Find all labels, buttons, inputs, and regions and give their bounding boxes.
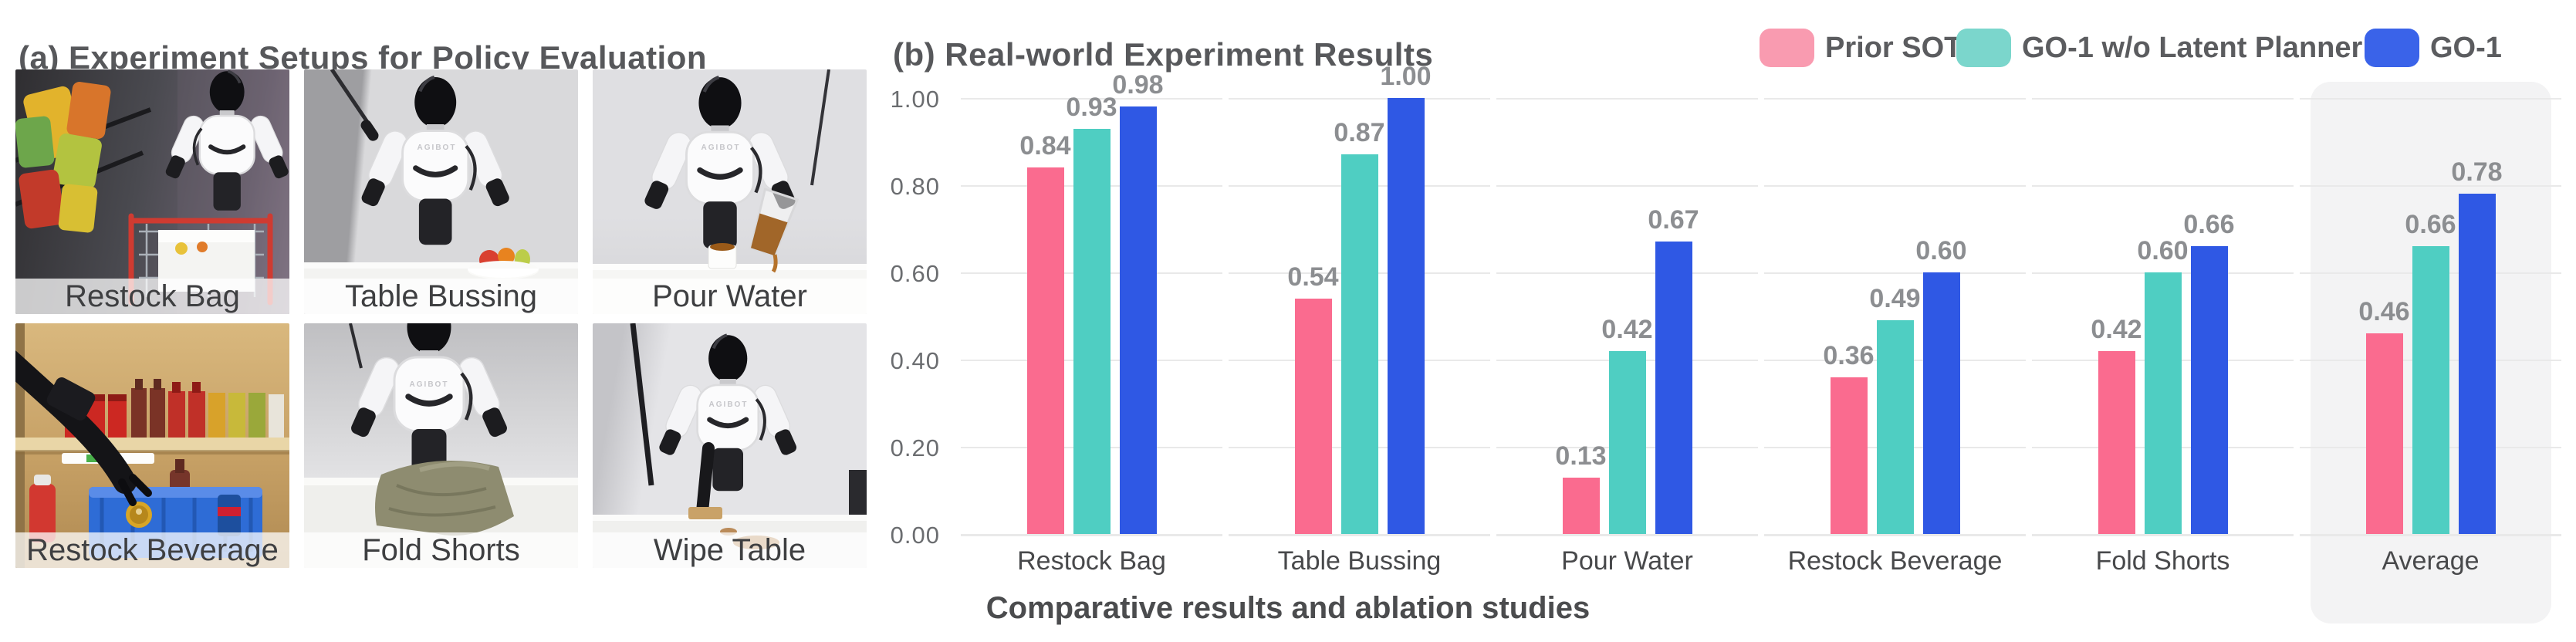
photo-wipe-table: AGIBOT Wipe Table <box>593 323 867 568</box>
legend-swatch-prior-sota <box>1760 29 1814 67</box>
category-label-pour-water: Pour Water <box>1561 546 1693 576</box>
photo-fold-shorts: AGIBOT Fold Shorts <box>304 323 578 568</box>
y-tick-1.00: 1.00 <box>890 86 940 113</box>
bar-value-restock-beverage-go-1-w-o-latent-planner: 0.49 <box>1869 284 1921 313</box>
photo-pour-water: AGIBOT Pour Water <box>593 69 867 314</box>
facet-average: 0.46 0.66 0.78 Average <box>2300 98 2561 576</box>
bar-value-restock-beverage-go-1: 0.60 <box>1915 236 1967 265</box>
bar-value-average-go-1: 0.78 <box>2451 157 2503 187</box>
bar-restock-beverage-prior-sota <box>1830 377 1868 534</box>
photo-label: Restock Beverage <box>15 532 289 568</box>
bar-value-table-bussing-go-1-w-o-latent-planner: 0.87 <box>1334 118 1385 147</box>
legend-swatch-go1 <box>2365 29 2419 67</box>
bar-value-pour-water-go-1-w-o-latent-planner: 0.42 <box>1601 315 1653 344</box>
legend-swatch-go1-wo-latent-planner <box>1956 29 2011 67</box>
facet-fold-shorts: 0.42 0.60 0.66 Fold Shorts <box>2032 98 2294 576</box>
y-tick-0.40: 0.40 <box>890 347 940 374</box>
bar-value-table-bussing-prior-sota: 0.54 <box>1287 262 1339 292</box>
bar-fold-shorts-prior-sota <box>2098 351 2135 534</box>
bar-average-go-1 <box>2458 194 2496 534</box>
robot-brand-text: AGIBOT <box>418 144 457 152</box>
category-label-restock-beverage: Restock Beverage <box>1787 546 2003 576</box>
restock-bag-illustration <box>15 69 289 314</box>
bar-value-average-prior-sota: 0.46 <box>2358 297 2410 326</box>
bar-restock-bag-prior-sota <box>1026 167 1064 534</box>
bar-restock-beverage-go-1-w-o-latent-planner <box>1876 320 1914 534</box>
bar-value-fold-shorts-go-1: 0.66 <box>2183 210 2235 239</box>
photo-table-bussing: AGIBOT Table Bussing <box>304 69 578 314</box>
facet-table-bussing: 0.54 0.87 1.00 Table Bussing <box>1229 62 1490 576</box>
bar-value-restock-bag-go-1-w-o-latent-planner: 0.93 <box>1066 93 1117 122</box>
bar-fold-shorts-go-1-w-o-latent-planner <box>2144 272 2182 534</box>
y-tick-0.20: 0.20 <box>890 434 940 461</box>
y-tick-0.00: 0.00 <box>890 522 940 549</box>
robot-brand-text: AGIBOT <box>709 400 749 409</box>
legend-label: GO-1 <box>2430 31 2502 64</box>
photo-label: Wipe Table <box>593 532 867 568</box>
bar-value-fold-shorts-prior-sota: 0.42 <box>2091 315 2142 344</box>
category-label-average: Average <box>2382 546 2480 576</box>
table-bussing-illustration: AGIBOT <box>304 69 578 314</box>
bar-value-restock-bag-prior-sota: 0.84 <box>1019 131 1071 160</box>
bar-value-fold-shorts-go-1-w-o-latent-planner: 0.60 <box>2137 236 2189 265</box>
robot-arm-icon <box>15 350 137 494</box>
category-label-restock-bag: Restock Bag <box>1017 546 1166 576</box>
photo-label: Restock Bag <box>15 279 289 314</box>
bar-table-bussing-go-1 <box>1387 98 1425 534</box>
y-tick-0.60: 0.60 <box>890 260 940 287</box>
robot-brand-text: AGIBOT <box>410 380 449 389</box>
figure-caption: Comparative results and ablation studies <box>985 591 1591 625</box>
bar-restock-bag-go-1-w-o-latent-planner <box>1073 129 1111 534</box>
photo-restock-beverage: Restock Beverage <box>15 323 289 568</box>
restock-beverage-illustration <box>15 323 289 568</box>
facet-pour-water: 0.13 0.42 0.67 Pour Water <box>1496 98 1758 576</box>
bar-restock-beverage-go-1 <box>1922 272 1960 534</box>
bar-value-restock-beverage-prior-sota: 0.36 <box>1823 341 1875 370</box>
photo-label: Pour Water <box>593 279 867 314</box>
robot-brand-text: AGIBOT <box>701 144 741 152</box>
legend-item-go1: GO-1 <box>2365 28 2502 68</box>
facet-restock-beverage: 0.36 0.49 0.60 Restock Beverage <box>1764 98 2026 576</box>
legend-label: GO-1 w/o Latent Planner <box>2022 31 2363 64</box>
photo-restock-bag: Restock Bag <box>15 69 289 314</box>
bar-restock-bag-go-1 <box>1119 106 1157 534</box>
category-label-fold-shorts: Fold Shorts <box>2095 546 2230 576</box>
bar-table-bussing-go-1-w-o-latent-planner <box>1340 154 1378 534</box>
robot-icon <box>347 323 512 478</box>
sponge-icon <box>688 507 722 519</box>
bar-value-pour-water-prior-sota: 0.13 <box>1555 441 1607 471</box>
facet-restock-bag: 0.84 0.93 0.98 Restock Bag <box>961 70 1222 576</box>
bar-table-bussing-prior-sota <box>1294 299 1332 534</box>
photo-label: Table Bussing <box>304 279 578 314</box>
panel-b-title: (b) Real-world Experiment Results <box>893 35 1434 73</box>
legend-item-go1-wo-latent-planner: GO-1 w/o Latent Planner <box>1956 28 2362 68</box>
category-label-table-bussing: Table Bussing <box>1277 546 1442 576</box>
bar-value-table-bussing-go-1: 1.00 <box>1380 62 1432 91</box>
bar-pour-water-prior-sota <box>1562 478 1600 534</box>
robot-icon <box>357 77 513 245</box>
bar-average-prior-sota <box>2365 333 2403 534</box>
photo-label: Fold Shorts <box>304 532 578 568</box>
bar-value-restock-bag-go-1: 0.98 <box>1112 70 1164 100</box>
fold-shorts-illustration: AGIBOT <box>304 323 578 568</box>
bar-pour-water-go-1-w-o-latent-planner <box>1608 351 1646 534</box>
robot-arm-icon <box>696 442 715 518</box>
bar-value-pour-water-go-1: 0.67 <box>1648 205 1699 235</box>
y-tick-0.80: 0.80 <box>890 173 940 200</box>
bar-fold-shorts-go-1 <box>2190 246 2228 534</box>
bar-pour-water-go-1 <box>1655 242 1692 534</box>
legend-label: Prior SOTA <box>1825 31 1981 64</box>
robot-icon <box>655 335 801 491</box>
legend-item-prior-sota: Prior SOTA <box>1760 28 1981 68</box>
bar-average-go-1-w-o-latent-planner <box>2412 246 2449 534</box>
bar-value-average-go-1-w-o-latent-planner: 0.66 <box>2405 210 2456 239</box>
